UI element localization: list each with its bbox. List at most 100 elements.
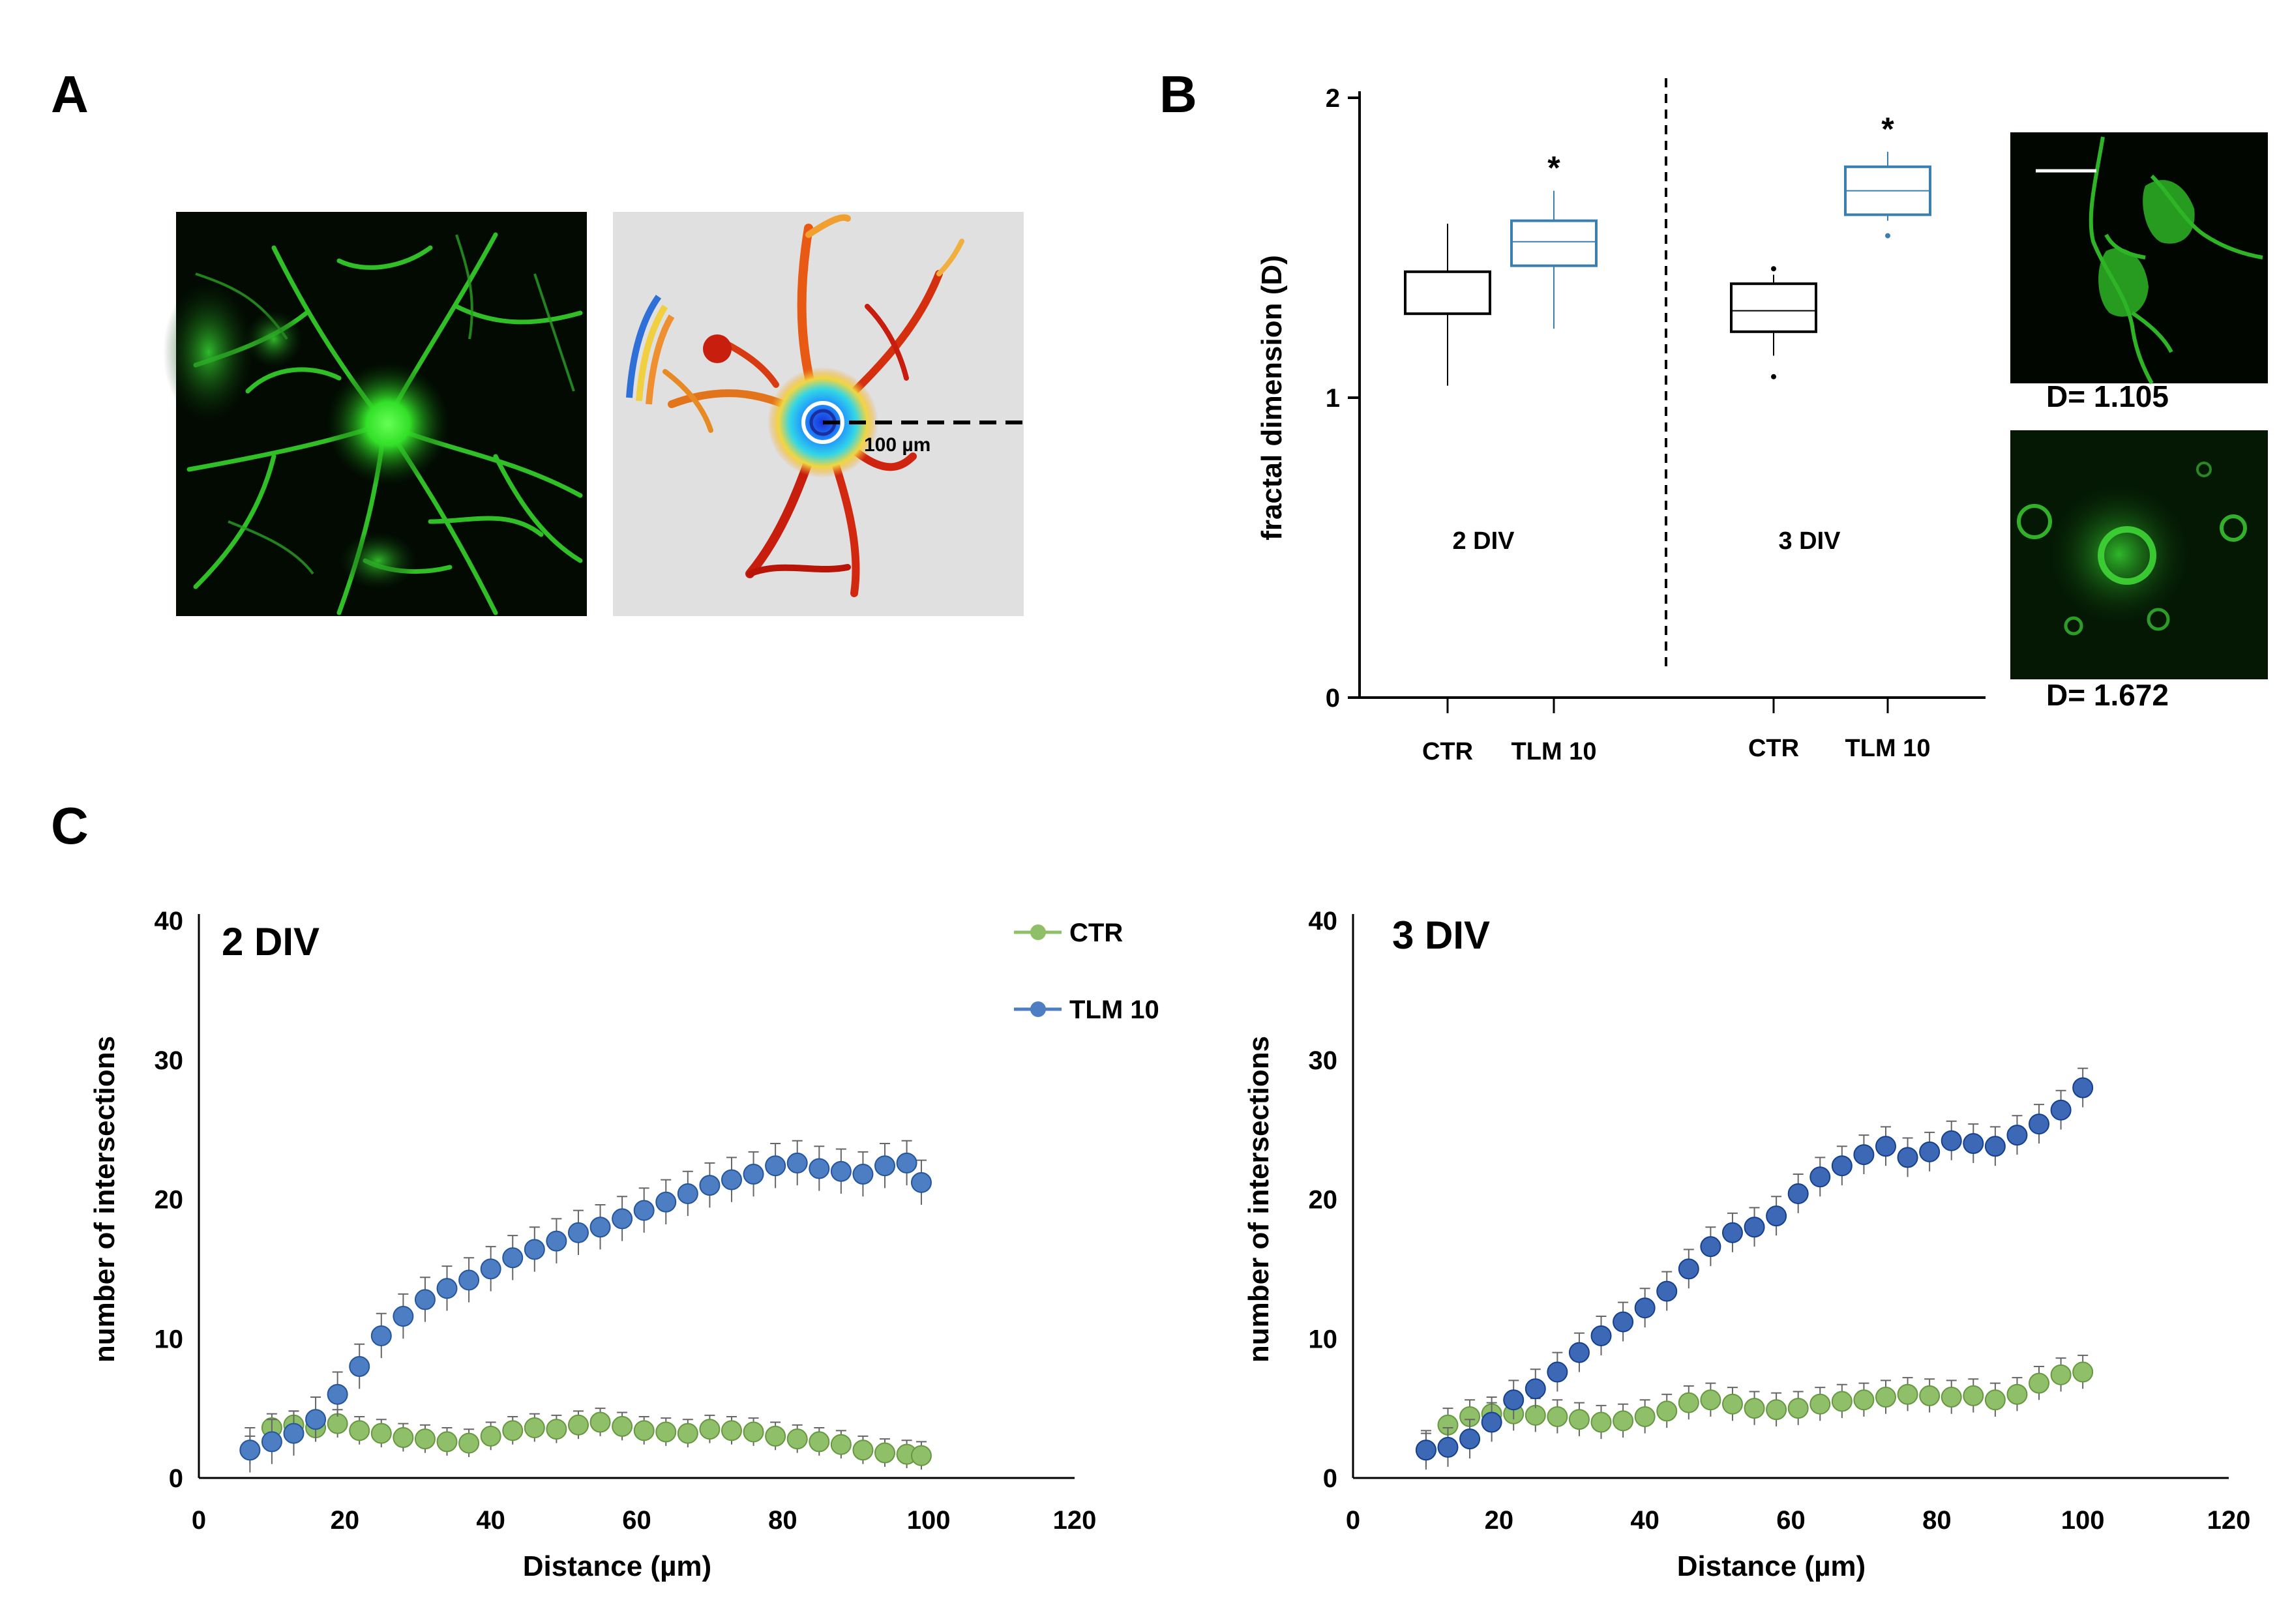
data-point <box>853 1164 872 1184</box>
box-2 <box>1731 284 1816 332</box>
data-point <box>591 1217 610 1237</box>
data-point <box>415 1290 435 1309</box>
y-tick-label-1: 10 <box>1309 1325 1338 1353</box>
x-tick-label-3: 60 <box>1776 1506 1806 1535</box>
sholl-plot-2div: 0 10 20 30 40 0 20 40 60 80 100 120 Distance (µm) num… <box>89 907 1096 1582</box>
data-point <box>1592 1326 1611 1346</box>
data-point <box>503 1421 522 1440</box>
x-tick-label-3: 60 <box>622 1506 651 1535</box>
micrograph-neuron <box>163 212 587 616</box>
data-point <box>350 1357 369 1376</box>
data-point <box>1832 1156 1852 1175</box>
x-tick-label-5: 100 <box>2061 1506 2105 1535</box>
data-point <box>912 1446 931 1466</box>
panel-letter-c: C <box>51 797 89 855</box>
data-point <box>328 1414 348 1434</box>
data-point <box>372 1326 391 1346</box>
data-point <box>809 1432 829 1451</box>
data-point <box>656 1422 676 1441</box>
data-point <box>1876 1136 1896 1156</box>
data-point <box>393 1428 413 1447</box>
y-axis-label: number of intersections <box>89 1036 121 1363</box>
y-tick-label-0: 0 <box>169 1464 183 1493</box>
data-point <box>1854 1390 1873 1410</box>
legend-label-0: CTR <box>1069 919 1123 947</box>
y-tick-label-4: 40 <box>1309 907 1338 936</box>
data-point <box>546 1232 566 1251</box>
data-point <box>481 1259 501 1278</box>
data-point <box>722 1170 741 1190</box>
x-tick-label-6: 120 <box>2207 1506 2251 1535</box>
data-point <box>744 1164 764 1184</box>
x-tick-label-2: 40 <box>1630 1506 1659 1535</box>
plot-title: 2 DIV <box>222 920 320 964</box>
data-point <box>1898 1385 1918 1404</box>
data-point <box>612 1417 632 1436</box>
data-point <box>722 1421 741 1440</box>
data-point <box>2051 1100 2071 1120</box>
data-point <box>1854 1145 1873 1164</box>
data-point <box>306 1410 325 1429</box>
data-point <box>1613 1411 1633 1430</box>
data-point <box>525 1239 544 1259</box>
data-point <box>1876 1387 1896 1407</box>
data-point <box>875 1156 895 1175</box>
data-point <box>1766 1206 1786 1226</box>
x-category-label-2: CTR <box>1748 735 1799 762</box>
data-point <box>1570 1343 1589 1363</box>
y-tick-label-3: 30 <box>1309 1046 1338 1075</box>
data-point <box>1942 1387 1961 1407</box>
data-point <box>1679 1259 1699 1278</box>
data-point <box>1810 1395 1830 1414</box>
data-point <box>2073 1078 2092 1098</box>
y-axis-label: number of intersections <box>1243 1036 1275 1363</box>
data-point <box>1789 1184 1808 1203</box>
data-point <box>328 1385 348 1404</box>
y-tick-label-3: 30 <box>155 1046 184 1075</box>
data-point <box>656 1192 676 1212</box>
x-category-label-1: TLM 10 <box>1511 738 1597 765</box>
y-tick-label-0: 0 <box>1326 684 1340 713</box>
data-point <box>459 1434 479 1453</box>
x-tick-label-2: 40 <box>476 1506 505 1535</box>
data-point <box>1898 1147 1918 1167</box>
data-point <box>634 1201 654 1220</box>
legend: CTR TLM 10 <box>1014 919 1159 1024</box>
data-point <box>569 1223 588 1243</box>
group-label-1: 3 DIV <box>1778 527 1841 555</box>
data-point <box>1745 1398 1764 1418</box>
data-point <box>1526 1406 1545 1425</box>
x-tick-label-0: 0 <box>192 1506 206 1535</box>
data-point <box>284 1424 303 1443</box>
x-tick-label-5: 100 <box>907 1506 951 1535</box>
x-tick-label-4: 80 <box>768 1506 797 1535</box>
y-tick-label-1: 1 <box>1326 384 1340 413</box>
data-point <box>1657 1401 1676 1421</box>
data-point <box>503 1248 522 1267</box>
data-point <box>1547 1407 1567 1426</box>
data-point <box>897 1153 917 1173</box>
data-point <box>1592 1413 1611 1432</box>
data-point <box>1789 1398 1808 1418</box>
plot-title: 3 DIV <box>1392 913 1490 957</box>
group-label-0: 2 DIV <box>1452 527 1515 555</box>
data-point <box>1810 1167 1830 1187</box>
fractal-value-top: D= 1.105 <box>2046 379 2169 413</box>
figure: A B C <box>0 0 2292 1624</box>
data-point <box>678 1424 698 1443</box>
data-point <box>766 1426 785 1446</box>
box-1 <box>1511 221 1596 266</box>
x-axis-label: Distance (µm) <box>523 1550 711 1582</box>
data-point <box>1766 1400 1786 1419</box>
legend-marker-0 <box>1030 924 1046 940</box>
panel-letter-b: B <box>1159 65 1197 123</box>
data-point <box>1920 1142 1939 1162</box>
data-point <box>766 1156 785 1175</box>
data-point <box>1986 1136 2005 1156</box>
fractal-boxplot: 0 1 2 fractal dimension (D) 2 DIV CTR * TLM 10 3… <box>1256 78 1986 765</box>
significance-3: * <box>1881 111 1894 147</box>
data-point <box>2073 1363 2092 1382</box>
y-axis-label: fractal dimension (D) <box>1256 255 1288 540</box>
data-point <box>612 1209 632 1228</box>
data-point <box>262 1432 282 1451</box>
